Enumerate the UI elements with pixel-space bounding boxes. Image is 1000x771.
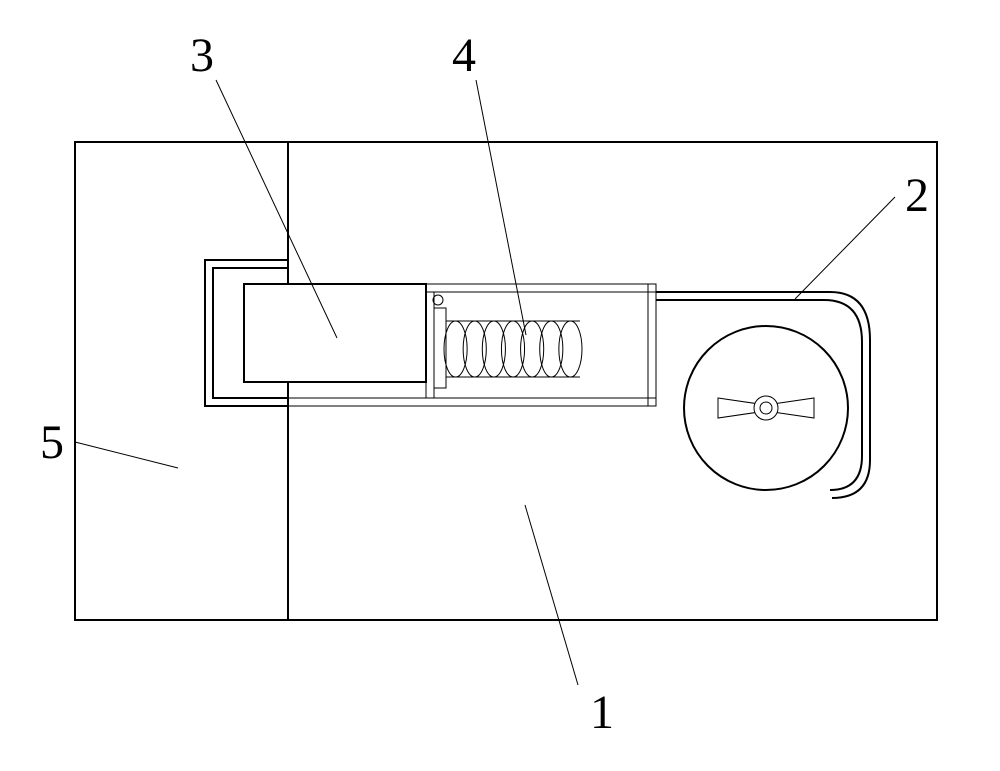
label-3: 3 <box>190 28 214 83</box>
mechanical-diagram <box>0 0 1000 771</box>
label-4: 4 <box>452 28 476 83</box>
label-1: 1 <box>590 685 614 740</box>
label-5: 5 <box>40 415 64 470</box>
label-2: 2 <box>905 168 929 223</box>
